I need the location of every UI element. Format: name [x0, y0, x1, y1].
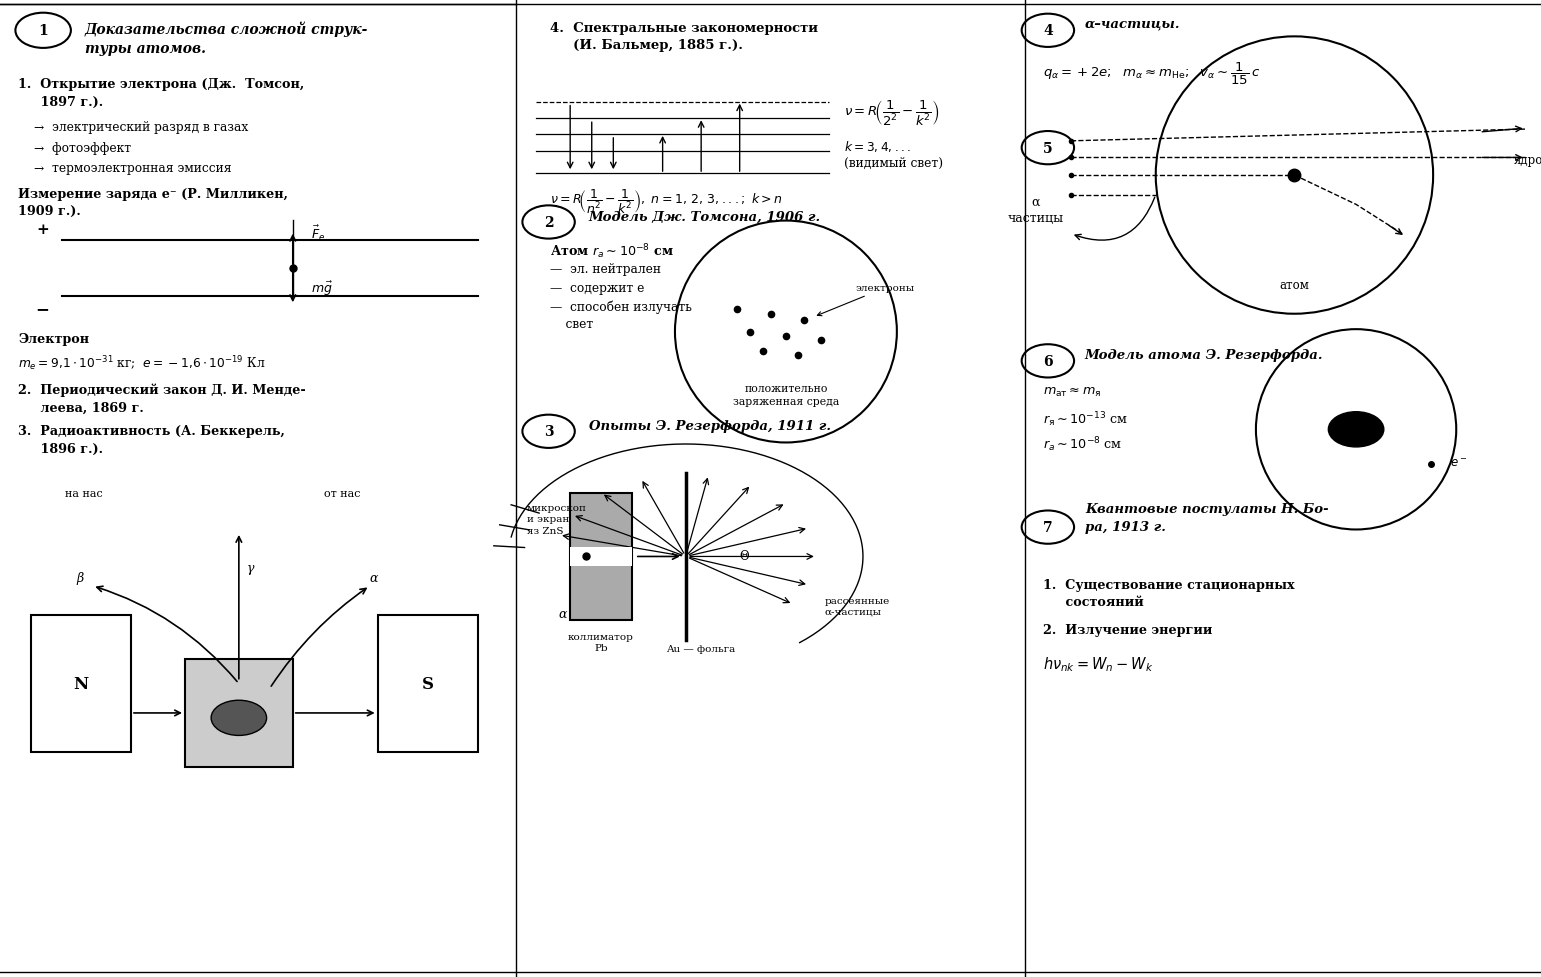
Text: α: α — [370, 572, 379, 584]
Text: β: β — [77, 572, 83, 584]
Text: $h\nu_{nk} = W_n - W_k$: $h\nu_{nk} = W_n - W_k$ — [1043, 655, 1154, 673]
Text: электроны: электроны — [817, 284, 914, 317]
Bar — [31, 616, 131, 752]
Text: +: + — [37, 223, 49, 236]
Bar — [570, 493, 632, 620]
Text: микроскоп
и экран
яз ZnS: микроскоп и экран яз ZnS — [527, 504, 587, 535]
Circle shape — [1328, 412, 1384, 447]
Bar — [185, 659, 293, 767]
Text: α: α — [558, 608, 567, 620]
Text: 6: 6 — [1043, 355, 1053, 368]
Text: Доказательства сложной струк-
туры атомов.: Доказательства сложной струк- туры атомо… — [85, 21, 368, 56]
Text: атом: атом — [1279, 278, 1310, 291]
Text: →  фотоэффект: → фотоэффект — [34, 142, 131, 154]
Text: 5: 5 — [1043, 142, 1053, 155]
Text: 3: 3 — [544, 425, 553, 439]
Text: 4: 4 — [1043, 24, 1053, 38]
Text: $q_\alpha = +2e;\ \ m_\alpha \approx m_{\rm He};\ \ v_\alpha \sim \dfrac{1}{15}\: $q_\alpha = +2e;\ \ m_\alpha \approx m_{… — [1043, 61, 1261, 87]
Text: Модель Дж. Томсона, 1906 г.: Модель Дж. Томсона, 1906 г. — [589, 210, 821, 224]
Text: $m_{\rm ат} \approx m_{\rm я}$: $m_{\rm ат} \approx m_{\rm я}$ — [1043, 386, 1102, 399]
Text: 2.  Периодический закон Д. И. Менде-
     леева, 1869 г.: 2. Периодический закон Д. И. Менде- леев… — [18, 383, 307, 414]
Text: Θ: Θ — [740, 549, 749, 562]
Text: N: N — [74, 675, 88, 693]
Text: $e^-$: $e^-$ — [1450, 456, 1467, 469]
Circle shape — [211, 701, 267, 736]
Text: S: S — [422, 675, 433, 693]
Text: Атом $r_a \sim 10^{-8}$ см: Атом $r_a \sim 10^{-8}$ см — [550, 242, 673, 261]
Text: $m\vec{g}$: $m\vec{g}$ — [311, 279, 333, 297]
Text: −: − — [35, 301, 49, 318]
Text: $\nu = R\!\left(\dfrac{1}{2^2} - \dfrac{1}{k^2}\right)$: $\nu = R\!\left(\dfrac{1}{2^2} - \dfrac{… — [844, 98, 940, 127]
Text: $\vec{F}_e$: $\vec{F}_e$ — [311, 224, 325, 243]
Text: →  термоэлектронная эмиссия: → термоэлектронная эмиссия — [34, 162, 231, 175]
Text: 2.  Излучение энергии: 2. Излучение энергии — [1043, 623, 1213, 636]
Text: Электрон: Электрон — [18, 332, 89, 345]
Text: —  содержит e: — содержит e — [550, 281, 644, 294]
Text: 1.  Открытие электрона (Дж.  Томсон,
     1897 г.).: 1. Открытие электрона (Дж. Томсон, 1897 … — [18, 78, 305, 108]
Text: 2: 2 — [544, 216, 553, 230]
Text: $m_e = 9{,}1\cdot10^{-31}$ кг;  $e = -1{,}6\cdot10^{-19}$ Кл: $m_e = 9{,}1\cdot10^{-31}$ кг; $e = -1{,… — [18, 354, 267, 372]
Text: $k = 3, 4, ...$: $k = 3, 4, ...$ — [844, 139, 912, 153]
Text: +: + — [1350, 423, 1362, 437]
Text: $\nu = R\!\left(\dfrac{1}{n^2} - \dfrac{1}{k^2}\right),\ n = 1,\,2,\,3,...;\ k>n: $\nu = R\!\left(\dfrac{1}{n^2} - \dfrac{… — [550, 188, 783, 216]
Text: ядро: ядро — [1513, 153, 1541, 167]
Text: от нас: от нас — [324, 488, 361, 498]
Text: 4.  Спектральные закономерности
     (И. Бальмер, 1885 г.).: 4. Спектральные закономерности (И. Бальм… — [550, 21, 818, 52]
Text: —  эл. нейтрален: — эл. нейтрален — [550, 263, 661, 276]
Text: положительно
заряженная среда: положительно заряженная среда — [734, 384, 838, 406]
Text: $r_a \sim 10^{-8}$ см: $r_a \sim 10^{-8}$ см — [1043, 435, 1122, 453]
Bar — [570, 547, 632, 567]
Text: рассеянные
α-частицы: рассеянные α-частицы — [824, 596, 889, 616]
Text: Au — фольга: Au — фольга — [667, 645, 735, 654]
Text: Квантовые постулаты Н. Бо-
ра, 1913 г.: Квантовые постулаты Н. Бо- ра, 1913 г. — [1085, 502, 1328, 533]
Text: α–частицы.: α–частицы. — [1085, 18, 1180, 31]
Text: $r_{\rm я} \sim 10^{-13}$ см: $r_{\rm я} \sim 10^{-13}$ см — [1043, 410, 1128, 429]
Text: 7: 7 — [1043, 521, 1053, 534]
Text: 3.  Радиоактивность (А. Беккерель,
     1896 г.).: 3. Радиоактивность (А. Беккерель, 1896 г… — [18, 425, 285, 455]
Text: →  электрический разряд в газах: → электрический разряд в газах — [34, 121, 248, 134]
Text: 1.  Существование стационарных
     состояний: 1. Существование стационарных состояний — [1043, 578, 1294, 609]
Text: α
частицы: α частицы — [1008, 195, 1063, 225]
Text: 1: 1 — [39, 24, 48, 38]
Text: Опыты Э. Резерфорда, 1911 г.: Опыты Э. Резерфорда, 1911 г. — [589, 419, 831, 433]
Bar — [378, 616, 478, 752]
Text: (видимый свет): (видимый свет) — [844, 156, 943, 169]
Text: на нас: на нас — [65, 488, 102, 498]
Text: коллиматор
Pb: коллиматор Pb — [569, 632, 633, 653]
Text: γ: γ — [247, 562, 254, 574]
Text: —  способен излучать
    свет: — способен излучать свет — [550, 300, 692, 330]
Text: Модель атома Э. Резерфорда.: Модель атома Э. Резерфорда. — [1085, 349, 1324, 362]
Text: Измерение заряда e⁻ (Р. Милликен,
1909 г.).: Измерение заряда e⁻ (Р. Милликен, 1909 г… — [18, 188, 288, 218]
